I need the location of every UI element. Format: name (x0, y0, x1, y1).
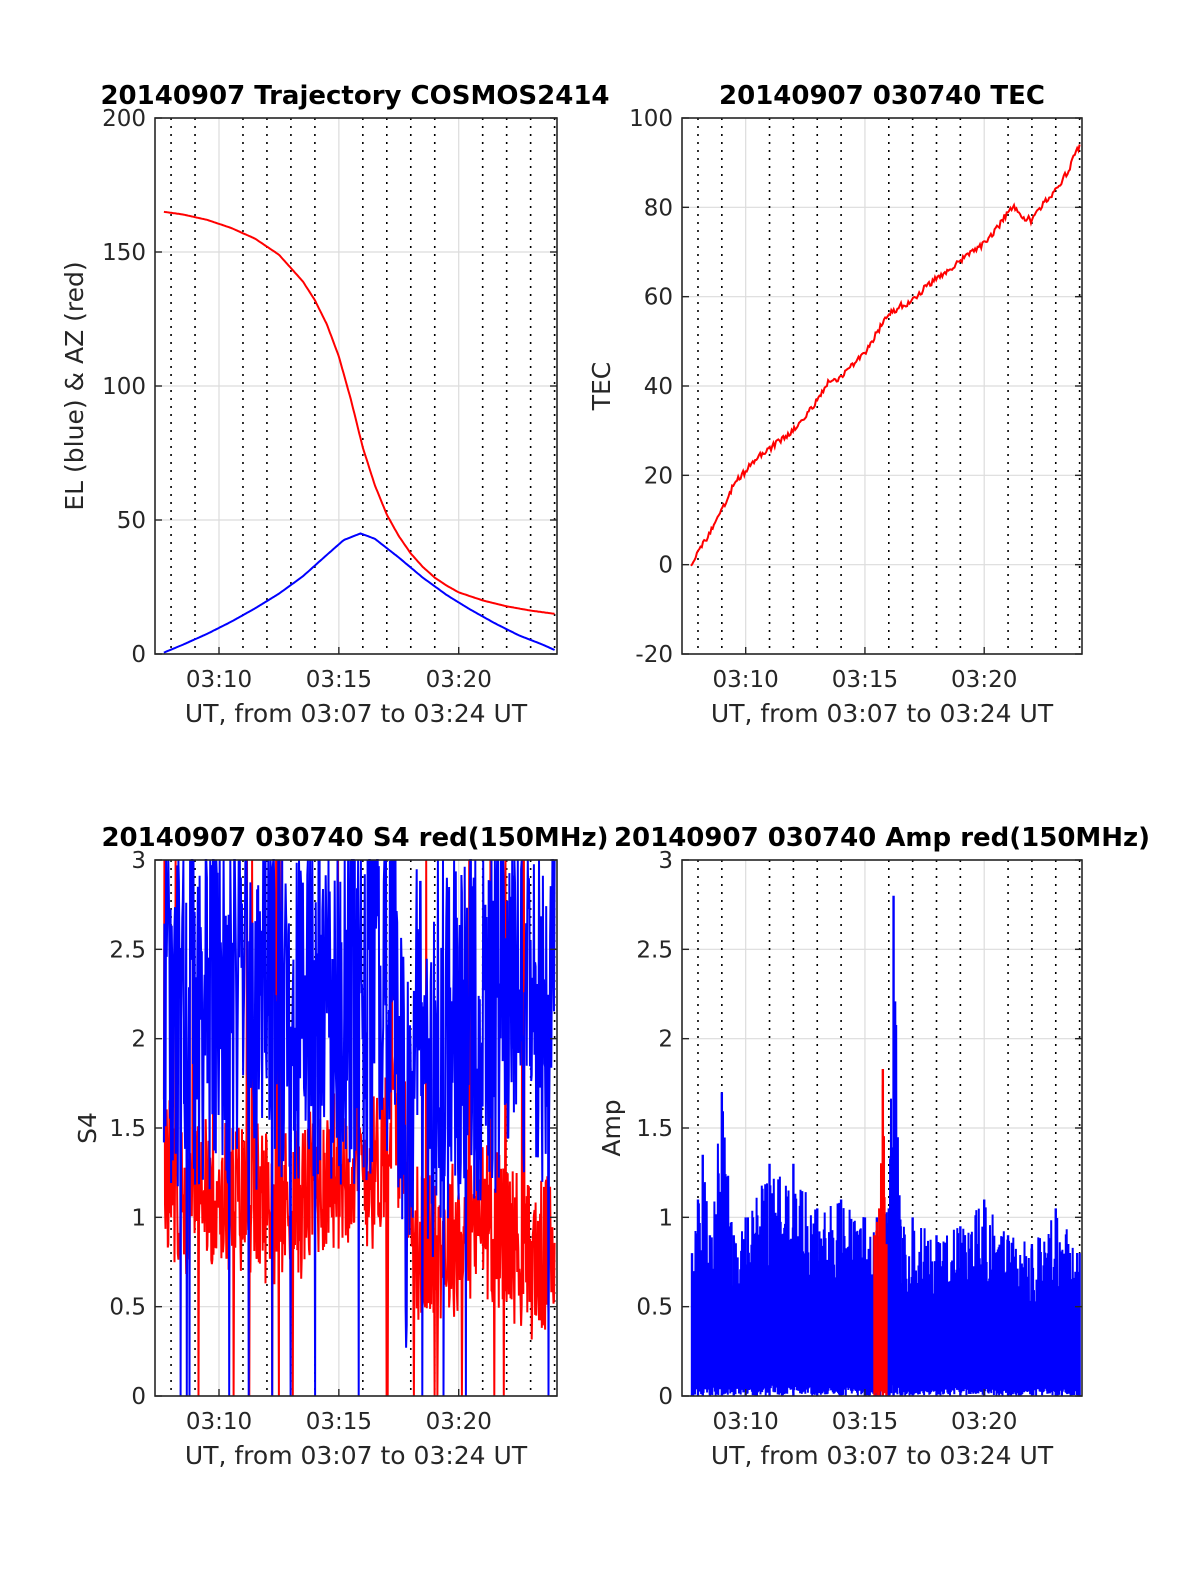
series-line-red (163, 210, 555, 615)
panel-tec-xlabel: UT, from 03:07 to 03:24 UT (711, 699, 1054, 728)
y-tick-label: 0 (131, 642, 146, 668)
y-tick-label: 0 (131, 1384, 146, 1410)
panel-trajectory-title: 20140907 Trajectory COSMOS2414 (100, 81, 609, 111)
y-tick-label: 2.5 (636, 937, 673, 963)
series-line-red (690, 144, 1081, 567)
x-tick-label: 03:10 (713, 1409, 779, 1435)
x-tick-label: 03:20 (951, 667, 1017, 693)
x-tick-label: 03:15 (832, 667, 898, 693)
x-tick-label: 03:15 (306, 667, 372, 693)
panel-tec-ylabel: TEC (587, 362, 616, 412)
x-tick-label: 03:20 (951, 1409, 1017, 1435)
y-tick-label: 80 (644, 195, 673, 221)
series-line-blue (163, 532, 556, 654)
y-tick-label: 60 (644, 285, 673, 311)
y-tick-label: 1 (658, 1205, 673, 1231)
panel-trajectory-xlabel: UT, from 03:07 to 03:24 UT (185, 699, 528, 728)
y-tick-label: 0 (658, 553, 673, 579)
x-tick-label: 03:10 (713, 667, 779, 693)
panel-tec: 20140907 030740 TEC -20 0 20 40 60 80 100 03:10… (587, 81, 1083, 728)
panel-s4-xlabel: UT, from 03:07 to 03:24 UT (185, 1441, 528, 1470)
panel-trajectory-ylabel: EL (blue) & AZ (red) (60, 261, 89, 510)
x-tick-label: 03:15 (832, 1409, 898, 1435)
panel-amp-ylabel: Amp (597, 1099, 626, 1156)
y-tick-label: 150 (102, 240, 146, 266)
panel-trajectory: 20140907 Trajectory COSMOS2414 0 50 100 150… (60, 81, 610, 728)
y-tick-label: 1.5 (636, 1116, 673, 1142)
y-tick-label: 3 (131, 848, 146, 874)
y-tick-label: -20 (635, 642, 673, 668)
x-tick-label: 03:20 (426, 1409, 492, 1435)
y-tick-label: 1.5 (109, 1116, 146, 1142)
y-tick-label: 2 (131, 1027, 146, 1053)
y-tick-label: 0 (658, 1384, 673, 1410)
y-tick-label: 100 (102, 374, 146, 400)
series-line-blue (162, 859, 556, 1397)
panel-amp: 20140907 030740 Amp red(150MHz) 0 0.5 1 1.5… (597, 823, 1150, 1470)
x-tick-label: 03:10 (186, 1409, 252, 1435)
y-tick-label: 40 (644, 374, 673, 400)
y-tick-label: 200 (102, 106, 146, 132)
y-tick-label: 0.5 (109, 1295, 146, 1321)
panel-s4: 20140907 030740 S4 red(150MHz) 0 0.5 1 1.5 2… (73, 823, 609, 1470)
y-tick-label: 20 (644, 463, 673, 489)
panel-amp-title: 20140907 030740 Amp red(150MHz) (614, 823, 1150, 853)
y-tick-label: 3 (658, 848, 673, 874)
panel-tec-title: 20140907 030740 TEC (719, 81, 1045, 111)
x-tick-label: 03:20 (426, 667, 492, 693)
y-tick-label: 100 (629, 106, 673, 132)
y-tick-label: 0.5 (636, 1295, 673, 1321)
panel-s4-title: 20140907 030740 S4 red(150MHz) (101, 823, 608, 853)
x-tick-label: 03:15 (306, 1409, 372, 1435)
y-tick-label: 2.5 (109, 937, 146, 963)
panel-amp-xlabel: UT, from 03:07 to 03:24 UT (711, 1441, 1054, 1470)
y-tick-label: 1 (131, 1205, 146, 1231)
panel-s4-ylabel: S4 (73, 1112, 102, 1144)
y-tick-label: 2 (658, 1027, 673, 1053)
y-tick-label: 50 (117, 508, 146, 534)
x-tick-label: 03:10 (186, 667, 252, 693)
